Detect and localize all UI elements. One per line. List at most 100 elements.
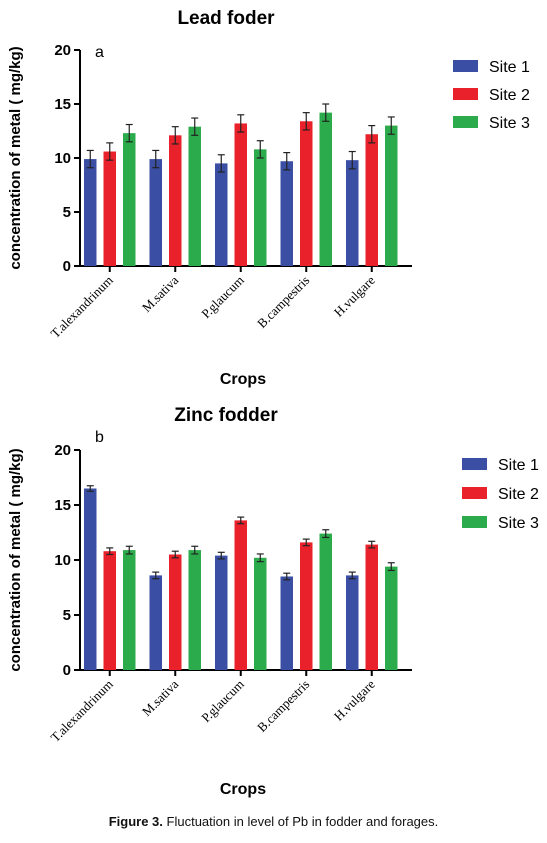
bar xyxy=(215,555,228,670)
error-bar xyxy=(322,103,330,122)
y-axis-label: concentration of metal ( mg/kg) xyxy=(7,46,24,269)
legend-label: Site 2 xyxy=(489,87,530,104)
y-tick-label: 5 xyxy=(63,607,71,624)
bar xyxy=(188,126,201,267)
legend-item: Site 2 xyxy=(462,486,539,503)
error-bar xyxy=(387,116,395,135)
legend-item: Site 1 xyxy=(462,457,539,474)
legend-label: Site 2 xyxy=(498,486,539,503)
x-axis-label: Crops xyxy=(220,371,266,388)
caption-text: Fluctuation in level of Pb in fodder and… xyxy=(166,814,439,829)
bar xyxy=(188,550,201,670)
panel-label: b xyxy=(95,429,104,446)
error-bar xyxy=(348,571,356,580)
error-bar xyxy=(256,140,264,159)
error-bar xyxy=(191,117,199,136)
bar xyxy=(234,520,247,670)
x-tick-label: T.alexandrinum xyxy=(47,273,115,341)
error-bar xyxy=(152,571,160,580)
x-tick-label: B.campestris xyxy=(254,273,312,331)
legend-swatch xyxy=(462,487,487,499)
panel-label: a xyxy=(95,44,104,61)
error-bar xyxy=(171,550,179,559)
caption-label: Figure 3. xyxy=(108,814,163,829)
error-bar xyxy=(86,149,94,169)
error-bar xyxy=(217,154,225,173)
y-tick-label: 10 xyxy=(54,552,71,569)
legend: Site 1 Site 2 Site 3 xyxy=(462,457,539,532)
bar xyxy=(300,542,313,670)
y-tick-label: 0 xyxy=(63,662,71,679)
bar xyxy=(254,149,267,266)
bar xyxy=(385,566,398,670)
error-bar xyxy=(283,152,291,171)
bar xyxy=(385,125,398,266)
chart-title: Zinc fodder xyxy=(174,405,278,426)
legend-swatch xyxy=(453,88,478,100)
legend: Site 1 Site 2 Site 3 xyxy=(453,59,530,132)
error-bar xyxy=(125,545,133,555)
bar xyxy=(319,533,332,670)
error-bar xyxy=(368,124,376,144)
bar xyxy=(149,575,162,670)
error-bar xyxy=(237,516,245,525)
bar xyxy=(319,112,332,266)
x-tick-label: B.campestris xyxy=(254,677,312,735)
bar xyxy=(300,121,313,266)
legend-swatch xyxy=(453,60,478,72)
error-bar xyxy=(368,540,376,549)
x-axis-label: Crops xyxy=(220,781,266,798)
bar xyxy=(103,551,116,670)
legend-label: Site 1 xyxy=(489,59,530,76)
legend-swatch xyxy=(462,458,487,470)
bar xyxy=(365,134,378,266)
legend-item: Site 1 xyxy=(453,59,530,76)
y-tick-label: 15 xyxy=(54,497,71,514)
x-tick-label: H.vulgare xyxy=(331,676,378,723)
figure: Lead foder a 0 5 10 15 20 concentration of meta… xyxy=(7,8,539,798)
x-tick-label: M.sativa xyxy=(139,272,182,315)
bar xyxy=(123,133,136,266)
figure-caption: Figure 3. Fluctuation in level of Pb in … xyxy=(0,814,547,829)
error-bar xyxy=(152,149,160,169)
bar xyxy=(346,160,359,266)
error-bar xyxy=(171,126,179,145)
legend-item: Site 3 xyxy=(453,115,530,132)
legend-swatch xyxy=(462,516,487,528)
legend-item: Site 3 xyxy=(462,515,539,532)
y-tick-label: 20 xyxy=(54,42,71,59)
bar xyxy=(169,135,182,266)
y-tick-label: 15 xyxy=(54,96,71,113)
y-tick-label: 20 xyxy=(54,442,71,459)
bar xyxy=(84,159,97,266)
bar xyxy=(280,161,293,266)
chart-b: Zinc fodder b 0 5 10 15 20 concentration of met… xyxy=(7,405,539,798)
chart-a: Lead foder a 0 5 10 15 20 concentration of meta… xyxy=(7,8,530,388)
bar xyxy=(280,576,293,670)
error-bar xyxy=(348,150,356,170)
x-tick-label: P.glaucum xyxy=(198,273,247,322)
error-bar xyxy=(256,553,264,563)
y-tick-label: 10 xyxy=(54,150,71,167)
bar xyxy=(169,554,182,670)
chart-title: Lead foder xyxy=(177,8,275,29)
bar xyxy=(365,544,378,670)
x-tick-label: M.sativa xyxy=(139,676,182,719)
y-tick-label: 5 xyxy=(63,204,71,221)
error-bar xyxy=(302,112,310,131)
bar xyxy=(346,575,359,670)
error-bar xyxy=(106,547,114,556)
bar xyxy=(234,123,247,266)
error-bar xyxy=(322,529,330,539)
legend-label: Site 3 xyxy=(498,515,539,532)
bar xyxy=(123,550,136,670)
legend-label: Site 1 xyxy=(498,457,539,474)
error-bar xyxy=(125,123,133,143)
bar xyxy=(149,159,162,266)
error-bar xyxy=(86,485,94,492)
legend-label: Site 3 xyxy=(489,115,530,132)
error-bar xyxy=(106,142,114,161)
bar xyxy=(84,488,97,670)
bar xyxy=(103,151,116,266)
error-bar xyxy=(387,562,395,572)
